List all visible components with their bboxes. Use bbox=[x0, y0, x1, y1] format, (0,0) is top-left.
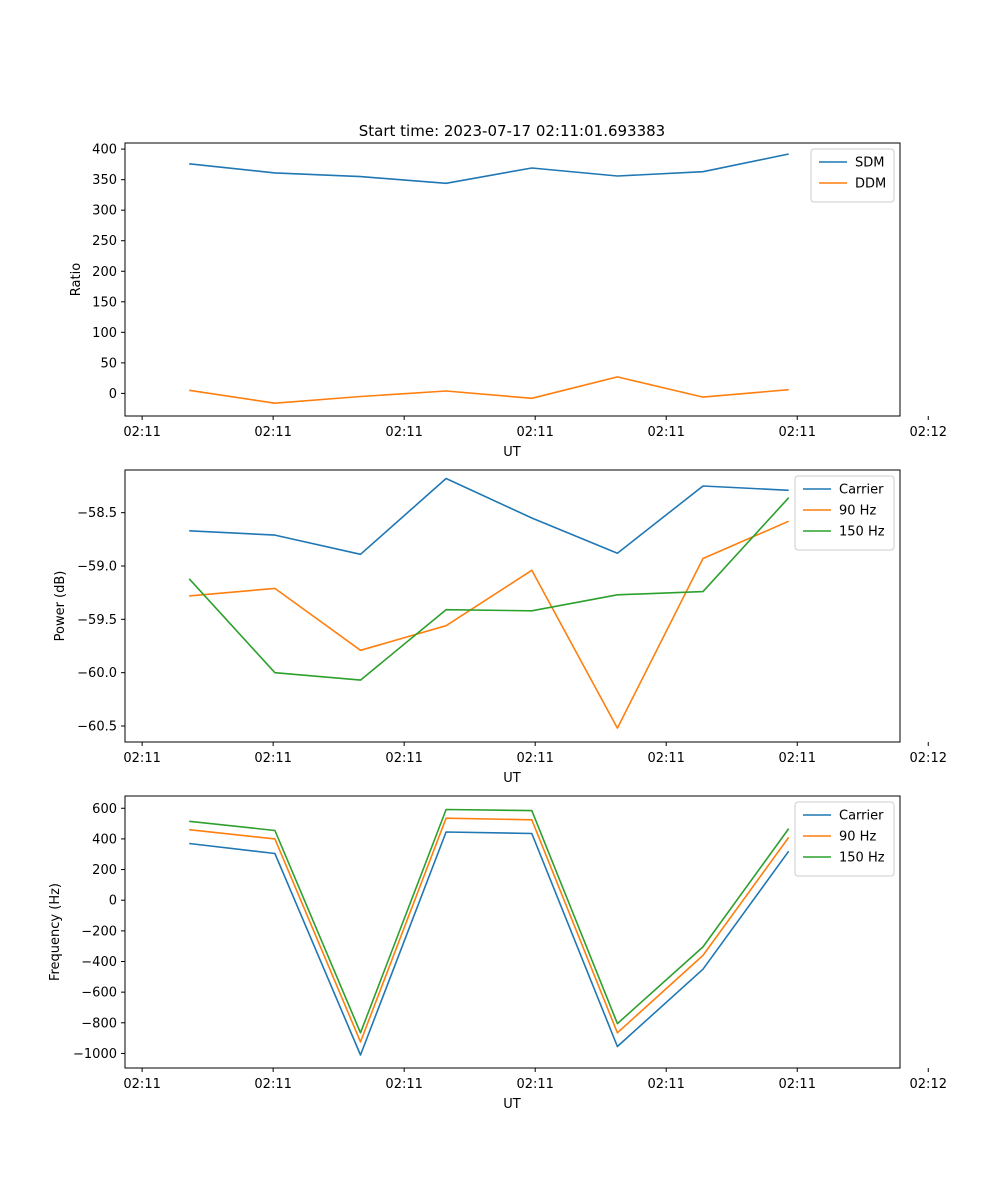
y-tick-label: −58.5 bbox=[77, 506, 117, 521]
series-line-90-hz bbox=[189, 520, 790, 729]
x-tick-label: 02:12 bbox=[910, 751, 947, 766]
axes-frame bbox=[124, 469, 901, 743]
axes-frame bbox=[124, 142, 901, 417]
y-axis-label: Power (dB) bbox=[53, 571, 68, 642]
series-line-sdm bbox=[189, 153, 789, 185]
x-tick-label: 02:12 bbox=[910, 1077, 947, 1092]
y-tick-label: 150 bbox=[92, 295, 117, 310]
x-tick-label: 02:11 bbox=[123, 1077, 160, 1092]
legend-label: SDM bbox=[855, 156, 884, 171]
legend-label: Carrier bbox=[839, 483, 884, 498]
x-tick-label: 02:11 bbox=[123, 751, 160, 766]
series-line-carrier bbox=[189, 831, 790, 1056]
x-tick-label: 02:11 bbox=[123, 425, 160, 440]
y-tick-label: 350 bbox=[92, 173, 117, 188]
y-tick-label: 400 bbox=[92, 832, 117, 847]
y-tick-label: −400 bbox=[81, 955, 117, 970]
x-tick-label: 02:11 bbox=[779, 1077, 816, 1092]
chart-3: −1000 −800 −600 −400 −200 0 200 400 600 02:11 02:1… bbox=[48, 795, 947, 1112]
y-axis-label: Frequency (Hz) bbox=[48, 883, 63, 981]
legend: Carrier 90 Hz 150 Hz bbox=[794, 475, 895, 551]
chart-1: 0 50 100 150 200 250 300 350 400 02:11 02:11 02:11 0… bbox=[69, 142, 947, 460]
series-line-150-hz bbox=[189, 808, 790, 1034]
y-tick-label: 200 bbox=[92, 265, 117, 280]
x-tick-label: 02:11 bbox=[647, 1077, 684, 1092]
legend-label: DDM bbox=[855, 177, 886, 192]
series-line-150-hz bbox=[188, 497, 790, 681]
y-tick-label: −59.5 bbox=[77, 613, 117, 628]
x-tick-label: 02:11 bbox=[647, 751, 684, 766]
x-tick-label: 02:11 bbox=[385, 1077, 422, 1092]
legend-label: 150 Hz bbox=[839, 851, 885, 866]
y-axis-label: Ratio bbox=[69, 263, 84, 296]
legend-label: 90 Hz bbox=[839, 504, 876, 519]
legend: Carrier 90 Hz 150 Hz bbox=[794, 801, 895, 877]
y-tick-label: 0 bbox=[109, 387, 117, 402]
x-tick-label: 02:11 bbox=[254, 425, 291, 440]
legend: SDM DDM bbox=[810, 148, 895, 203]
y-tick-label: 50 bbox=[100, 356, 117, 371]
x-tick-label: 02:11 bbox=[254, 751, 291, 766]
legend-label: 150 Hz bbox=[839, 525, 885, 540]
y-tick-label: −800 bbox=[81, 1016, 117, 1031]
chart-2: −60.5 −60.0 −59.5 −59.0 −58.5 02:11 02:11 02:11… bbox=[53, 469, 947, 786]
series-line-ddm bbox=[189, 376, 789, 405]
y-tick-label: 100 bbox=[92, 326, 117, 341]
axes-frame bbox=[124, 795, 901, 1069]
x-tick-label: 02:11 bbox=[385, 425, 422, 440]
y-tick-label: 0 bbox=[109, 894, 117, 909]
y-tick-label: −200 bbox=[81, 924, 117, 939]
x-tick-label: 02:11 bbox=[779, 425, 816, 440]
legend-label: 90 Hz bbox=[839, 830, 876, 845]
y-tick-label: −600 bbox=[81, 986, 117, 1001]
figure-title: Start time: 2023-07-17 02:11:01.693383 bbox=[359, 122, 665, 140]
x-tick-label: 02:11 bbox=[779, 751, 816, 766]
x-axis-label: UT bbox=[503, 445, 521, 460]
series-line-carrier bbox=[189, 477, 789, 556]
x-tick-label: 02:11 bbox=[516, 425, 553, 440]
x-tick-label: 02:11 bbox=[516, 751, 553, 766]
y-tick-label: 200 bbox=[92, 863, 117, 878]
legend-label: Carrier bbox=[839, 809, 884, 824]
x-tick-label: 02:11 bbox=[254, 1077, 291, 1092]
y-tick-label: −60.5 bbox=[77, 720, 117, 735]
y-tick-label: −59.0 bbox=[77, 560, 117, 575]
y-tick-label: 600 bbox=[92, 802, 117, 817]
x-tick-label: 02:11 bbox=[647, 425, 684, 440]
x-axis-label: UT bbox=[503, 1097, 521, 1112]
y-tick-label: 250 bbox=[92, 234, 117, 249]
x-tick-label: 02:11 bbox=[516, 1077, 553, 1092]
x-tick-label: 02:11 bbox=[385, 751, 422, 766]
y-tick-label: −60.0 bbox=[77, 666, 117, 681]
x-tick-label: 02:12 bbox=[910, 425, 947, 440]
series-line-90-hz bbox=[189, 817, 790, 1043]
y-tick-label: 300 bbox=[92, 204, 117, 219]
y-tick-label: −1000 bbox=[73, 1047, 117, 1062]
plots: 0 50 100 150 200 250 300 350 400 02:11 02:11 02:11 0… bbox=[48, 142, 947, 1112]
x-axis-label: UT bbox=[503, 771, 521, 786]
y-tick-label: 400 bbox=[92, 143, 117, 158]
